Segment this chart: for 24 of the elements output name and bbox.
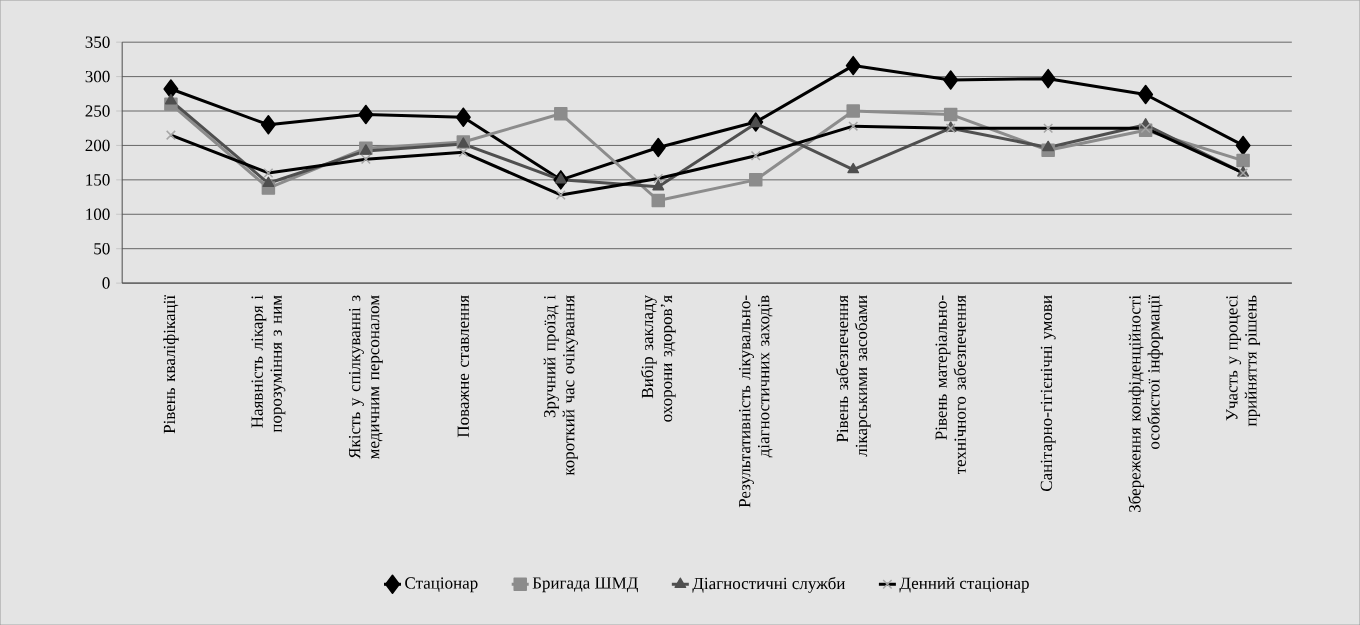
x-tick-label: Вибір закладу охорони здоров’я	[640, 294, 676, 422]
x-tick-label: Рівень матеріально-технічного забезпечення	[935, 295, 966, 474]
x-tick-label: Якість у спілкуванні з медичним персоналом	[348, 295, 383, 459]
x-tick-label: Зручний проїзд і короткий час очікування	[543, 295, 578, 476]
legend-label: Бригада ШМД	[532, 577, 638, 593]
legend-label: Стаціонар	[405, 577, 478, 593]
x-tick-label: Наявність лікаря і порозуміння з ним	[251, 295, 286, 433]
y-tick-label: 350	[85, 36, 110, 48]
x-tick-label: Санітарно-гігієнічні умови	[1040, 295, 1056, 491]
x-tick-label: Рівень кваліфікації	[163, 294, 179, 434]
legend-label: Денний стаціонар	[899, 577, 1029, 593]
x-tick-label: Результативність лікувально-діагностичних заходів	[738, 295, 773, 508]
y-tick-label: 250	[85, 105, 110, 117]
x-tick-label: Поважне ставлення	[457, 295, 469, 438]
y-tick-label: 100	[86, 208, 110, 220]
x-tick-label: Збереження конфіденційності особистої інформації	[1128, 294, 1164, 512]
y-tick-label: 300	[85, 70, 110, 83]
y-tick-label: 150	[86, 174, 110, 186]
y-tick-label: 200	[85, 139, 110, 152]
x-tick-label: Рівень забезпечення лікарськими засобами	[835, 295, 871, 457]
y-tick-label: 0	[102, 277, 110, 289]
x-tick-label: Участь у процесі прийняття рішень	[1226, 295, 1261, 427]
legend-label: Діагностичні служби	[692, 576, 846, 593]
y-tick-label: 50	[94, 242, 110, 255]
